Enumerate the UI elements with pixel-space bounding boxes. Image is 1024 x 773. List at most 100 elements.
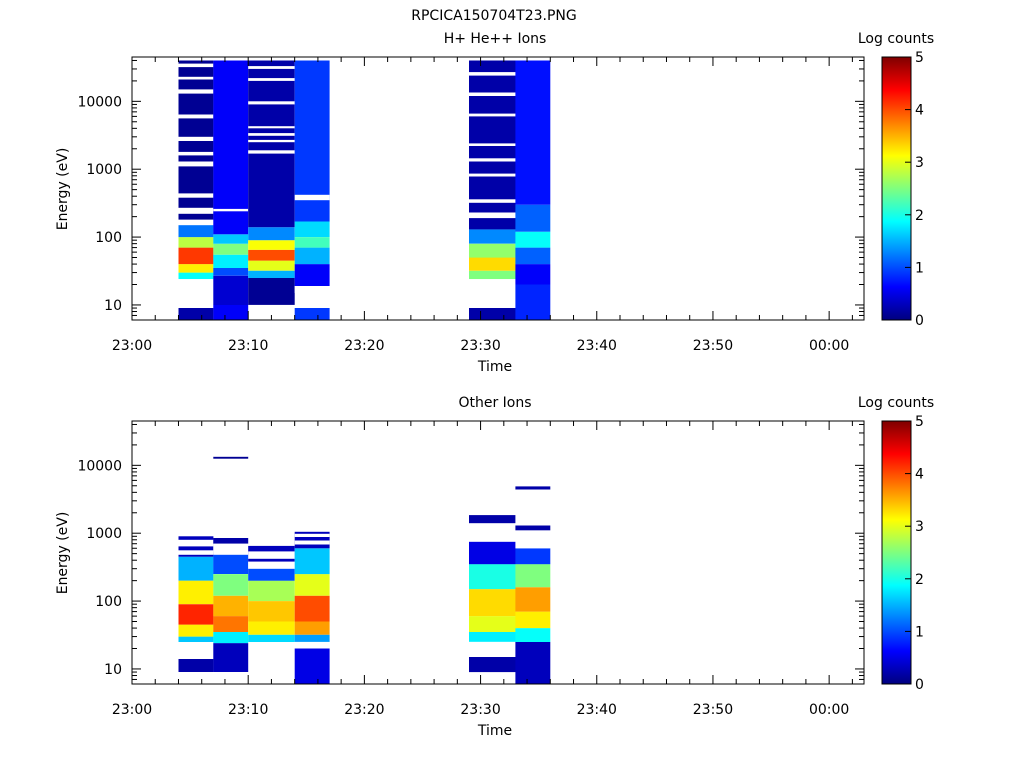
heatmap-cell [178, 237, 214, 248]
heatmap-cell [469, 257, 516, 271]
heatmap-cell [515, 587, 551, 612]
heatmap-cell [469, 308, 516, 320]
data-gap [178, 193, 214, 198]
colorbar-tick-label: 2 [915, 572, 924, 588]
heatmap-cell [469, 229, 516, 244]
heatmap-cell [213, 595, 249, 617]
data-gap [178, 63, 214, 68]
data-gap [178, 76, 214, 80]
panel-h-he-ions: H+ He++ Ions Log counts Energy (eV) Time… [55, 31, 934, 375]
heatmap-cell [515, 486, 551, 490]
data-gap [469, 113, 516, 117]
data-gap [294, 533, 330, 537]
y-tick-label: 10 [104, 662, 122, 678]
data-gap [469, 92, 516, 96]
data-gap [213, 208, 249, 212]
y-tick-label: 100 [95, 594, 122, 610]
x-tick-label: 23:50 [693, 702, 733, 718]
x-axis-label: Time [477, 359, 512, 375]
heatmap-cell [178, 264, 214, 273]
page-title: RPCICA150704T23.PNG [411, 8, 576, 24]
data-gap [248, 150, 295, 154]
colorbar-tick-label: 4 [915, 103, 924, 119]
data-gap [294, 194, 330, 201]
heatmap-cell [248, 634, 295, 642]
heatmap-cell [294, 634, 330, 642]
heatmap-cell [178, 624, 214, 637]
heatmap-cell [178, 225, 214, 238]
data-gap [178, 279, 214, 293]
data-gap [469, 199, 516, 203]
data-gap [469, 523, 516, 542]
heatmap-cell [213, 60, 249, 235]
heatmap-cell [294, 221, 330, 237]
heatmap-cell [213, 304, 249, 320]
x-tick-label: 23:20 [344, 702, 384, 718]
y-tick-label: 10 [104, 298, 122, 314]
heatmap-cell [515, 284, 551, 320]
data-gap [178, 114, 214, 119]
heatmap-cell [515, 247, 551, 265]
data-gap [178, 302, 214, 308]
data-gap [248, 78, 295, 81]
heatmap-cell [178, 580, 214, 605]
plot-frame [131, 420, 865, 685]
plot-frame [131, 56, 865, 321]
colorbar-ticks: 0 1 2 3 4 5 [905, 50, 924, 329]
data-gap [248, 126, 295, 129]
x-tick-label: 23:00 [112, 338, 152, 354]
heatmap-cell [248, 601, 295, 622]
data-gap [515, 489, 551, 526]
colorbar-tick-label: 5 [915, 414, 924, 430]
heatmap-cell [515, 611, 551, 629]
heatmap-cell [213, 254, 249, 268]
data-gap [469, 158, 516, 162]
heatmap-cell [294, 548, 330, 575]
heatmap-cell [248, 260, 295, 271]
colorbar-tick-label: 5 [915, 50, 924, 66]
x-tick-label: 00:00 [809, 338, 849, 354]
x-tick-label: 23:10 [228, 338, 268, 354]
heatmap-cell [178, 636, 214, 642]
heatmap-cell [213, 234, 249, 244]
heatmap-cell [213, 574, 249, 596]
axis-ticks: 23:00 23:10 23:20 23:30 23:40 23:50 00:00 10 100… [77, 57, 864, 354]
heatmap-cell [213, 275, 249, 305]
x-tick-label: 23:20 [344, 338, 384, 354]
data-gap [294, 540, 330, 545]
colorbar-tick-label: 0 [915, 313, 924, 329]
heatmap-cell [469, 243, 516, 258]
heatmap-cell [515, 525, 551, 531]
data-gap [178, 161, 214, 167]
colorbar-tick-label: 0 [915, 677, 924, 693]
heatmap-cell [248, 277, 295, 305]
heatmap-cell [248, 621, 295, 635]
heatmap-cell [294, 237, 330, 248]
data-gap [248, 139, 295, 143]
axis-ticks: 23:00 23:10 23:20 23:30 23:40 23:50 00:00 10 100… [77, 421, 864, 718]
heatmap-cell [515, 264, 551, 285]
heatmap-cell [248, 568, 295, 581]
data-gap [469, 302, 516, 308]
heatmap-cell [469, 632, 516, 642]
heatmap-cell [294, 60, 330, 222]
heatmap-cell [469, 616, 516, 632]
heatmap-cell [213, 554, 249, 574]
colorbar-tick-label: 2 [915, 208, 924, 224]
heatmap-cell [213, 538, 249, 544]
heatmap-cell [294, 308, 330, 320]
x-tick-label: 23:30 [460, 702, 500, 718]
y-axis-label: Energy (eV) [55, 512, 71, 595]
heatmap-cell [213, 243, 249, 255]
data-gap [248, 133, 295, 136]
heatmap-cell [469, 541, 516, 565]
data-gap [469, 212, 516, 219]
heatmap-cell [213, 456, 249, 459]
heatmap-cell [469, 270, 516, 280]
heatmap-cell [178, 556, 214, 581]
data-gap [469, 279, 516, 293]
heatmap-cell [515, 231, 551, 248]
heatmap-cell [469, 589, 516, 617]
x-tick-label: 23:40 [577, 338, 617, 354]
heatmap-cell [515, 204, 551, 232]
